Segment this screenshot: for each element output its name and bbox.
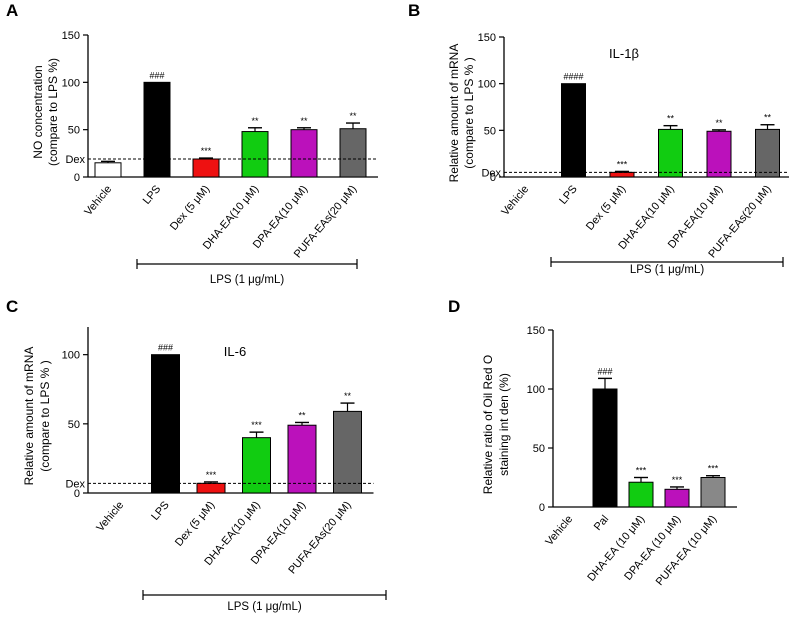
bar xyxy=(561,83,586,178)
bar xyxy=(94,162,122,178)
y-tick-label: 100 xyxy=(527,384,545,396)
significance-label: ### xyxy=(149,70,164,80)
bar xyxy=(628,481,654,508)
y-tick-label: 50 xyxy=(484,125,496,137)
category-label: LPS xyxy=(557,183,580,207)
y-axis-label: Relative amount of mRNA xyxy=(447,44,461,183)
panel-title: IL-1β xyxy=(609,46,639,61)
bar xyxy=(287,424,317,494)
category-label: Dex (5 μM) xyxy=(584,183,628,233)
bar xyxy=(664,488,690,508)
category-label: Vehicle xyxy=(499,183,531,218)
panel-label: D xyxy=(448,297,460,316)
bar xyxy=(290,129,318,178)
significance-label: *** xyxy=(708,464,719,474)
significance-label: ### xyxy=(597,366,612,376)
category-label: LPS xyxy=(149,499,172,523)
bar xyxy=(658,128,683,178)
y-axis-label-line2: (compare to LPS %) xyxy=(46,58,60,166)
group-label: LPS (1 μg/mL) xyxy=(210,274,285,286)
bar xyxy=(592,388,618,508)
y-tick-label: 100 xyxy=(478,79,496,91)
significance-label: ** xyxy=(764,113,772,123)
group-label: LPS (1 μg/mL) xyxy=(227,601,302,613)
significance-label: #### xyxy=(563,72,583,82)
y-axis-label: NO concentration xyxy=(31,65,45,158)
y-axis-label: Relative ratio of Oil Red O xyxy=(481,355,495,494)
bar xyxy=(151,354,180,494)
significance-label: *** xyxy=(206,470,217,480)
significance-label: ** xyxy=(715,118,723,128)
y-axis-label-line2: staining int den (%) xyxy=(497,373,511,476)
y-tick-label: 50 xyxy=(68,419,80,431)
significance-label: ** xyxy=(344,391,352,401)
category-label: Vehicle xyxy=(82,183,114,218)
significance-label: *** xyxy=(617,159,628,169)
bar xyxy=(196,482,226,494)
y-tick-label: 100 xyxy=(62,350,80,362)
significance-label: *** xyxy=(636,466,647,476)
bar xyxy=(143,81,171,178)
category-label: Dex (5 μM) xyxy=(168,183,212,233)
panel-label: A xyxy=(6,1,18,20)
category-label: Dex (5 μM) xyxy=(173,499,217,549)
dex-label: Dex xyxy=(481,167,501,179)
y-tick-label: 150 xyxy=(62,30,80,42)
significance-label: ** xyxy=(667,114,675,124)
panel-title: IL-6 xyxy=(224,344,246,359)
y-tick-label: 50 xyxy=(533,443,545,455)
bar xyxy=(339,128,367,178)
bar xyxy=(333,410,362,494)
category-label: Vehicle xyxy=(94,499,126,534)
y-axis-label: Relative amount of mRNA xyxy=(22,347,36,486)
group-label: LPS (1 μg/mL) xyxy=(630,264,705,276)
y-axis-label-line2: (compare to LPS % ) xyxy=(38,360,52,471)
category-label: Vehicle xyxy=(543,513,575,548)
y-tick-label: 150 xyxy=(527,325,545,337)
bar xyxy=(242,437,271,494)
significance-label: *** xyxy=(251,420,262,430)
significance-label: *** xyxy=(201,146,212,156)
y-tick-label: 0 xyxy=(490,172,496,184)
significance-label: ** xyxy=(300,116,308,126)
y-tick-label: 100 xyxy=(62,77,80,89)
y-tick-label: 0 xyxy=(74,488,80,500)
significance-label: *** xyxy=(672,475,683,485)
bar xyxy=(706,130,732,178)
significance-label: ** xyxy=(349,111,357,121)
y-tick-label: 50 xyxy=(68,125,80,137)
dex-label: Dex xyxy=(65,154,85,166)
y-tick-label: 150 xyxy=(478,32,496,44)
dex-label: Dex xyxy=(65,478,85,490)
significance-label: ** xyxy=(251,116,259,126)
category-label: LPS xyxy=(141,183,164,207)
panel-label: C xyxy=(6,297,18,316)
bar xyxy=(192,158,220,178)
y-axis-label-line2: (compare to LPS % ) xyxy=(462,57,476,168)
bar xyxy=(609,171,635,178)
bar xyxy=(755,128,780,178)
y-tick-label: 0 xyxy=(539,502,545,514)
y-tick-label: 0 xyxy=(74,172,80,184)
bar xyxy=(241,131,269,178)
panel-label: B xyxy=(408,1,420,20)
category-label: Pal xyxy=(592,513,611,533)
significance-label: ** xyxy=(298,410,306,420)
bar xyxy=(700,477,726,508)
significance-label: ### xyxy=(158,343,173,353)
